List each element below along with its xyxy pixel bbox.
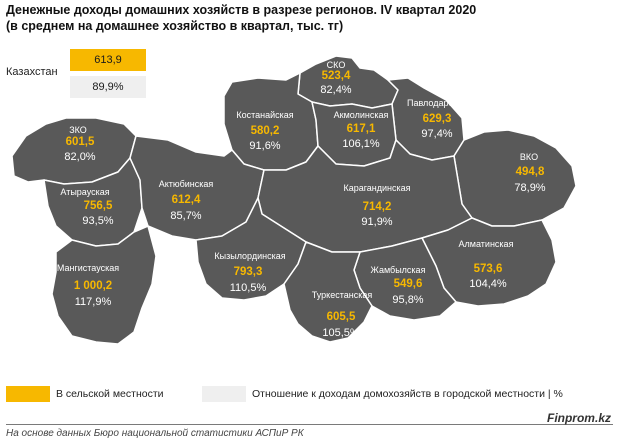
region-kostanay-name: Костанайская (236, 110, 294, 120)
region-sko-ratio: 82,4% (320, 84, 352, 96)
region-karaganda-value: 714,2 (362, 201, 392, 213)
region-almaty-value: 573,6 (473, 263, 503, 275)
source-note: На основе данных Бюро национальной стати… (6, 428, 304, 439)
legend-rural-swatch (6, 386, 50, 402)
region-kyzylorda-name: Кызылординская (214, 251, 286, 261)
region-turkestan-name: Туркестанская (311, 290, 373, 300)
region-aktobe-value: 612,4 (171, 194, 201, 206)
legend-ratio-swatch (202, 386, 246, 402)
region-pavlodar-name: Павлодарская (407, 98, 467, 108)
region-sko (297, 55, 399, 109)
region-atyrau-ratio: 93,5% (82, 215, 114, 227)
region-vko-name: ВКО (519, 152, 539, 162)
region-pavlodar-ratio: 97,4% (421, 128, 453, 140)
page-subtitle: (в среднем на домашнее хозяйство в кварт… (6, 19, 344, 33)
region-zhambyl-value: 549,6 (393, 278, 423, 290)
region-atyrau-value: 756,5 (83, 200, 113, 212)
region-akmola-value: 617,1 (346, 123, 376, 135)
region-karaganda-ratio: 91,9% (361, 216, 393, 228)
region-aktobe-ratio: 85,7% (170, 210, 202, 222)
legend-ratio-label: Отношение к доходам домохозяйств в город… (252, 388, 563, 400)
region-zko-ratio: 82,0% (64, 151, 96, 163)
region-turkestan (283, 241, 373, 343)
kazakhstan-value: 613,9 (70, 49, 146, 71)
region-pavlodar-value: 629,3 (422, 113, 452, 125)
region-almaty-name: Алматинская (458, 239, 514, 249)
region-zhambyl-name: Жамбылская (370, 265, 426, 275)
region-kyzylorda-ratio: 110,5% (229, 282, 267, 294)
region-kostanay-value: 580,2 (250, 125, 280, 137)
brand-logo-text: Finprom.kz (546, 411, 611, 425)
region-mangistau-name: Мангистауская (56, 263, 120, 273)
footer-divider (6, 424, 613, 425)
region-karaganda-name: Карагандинская (343, 183, 411, 193)
kazakhstan-ratio: 89,9% (70, 76, 146, 98)
region-atyrau-name: Атырауская (60, 187, 110, 197)
region-akmola-name: Акмолинская (333, 110, 389, 120)
kazakhstan-label: Казахстан (6, 66, 58, 78)
region-sko-value: 523,4 (321, 70, 351, 82)
region-almaty-ratio: 104,4% (469, 278, 507, 290)
region-kostanay-ratio: 91,6% (249, 140, 281, 152)
region-kyzylorda-value: 793,3 (233, 266, 263, 278)
region-zko-value: 601,5 (65, 136, 95, 148)
region-turkestan-ratio: 105,5% (322, 327, 360, 339)
region-akmola-ratio: 106,1% (342, 138, 380, 150)
region-mangistau (51, 225, 157, 345)
region-turkestan-value: 605,5 (326, 311, 356, 323)
region-zko-name: ЗКО (69, 125, 87, 135)
region-zhambyl-ratio: 95,8% (392, 294, 424, 306)
region-vko-ratio: 78,9% (514, 182, 546, 194)
region-mangistau-value: 1 000,2 (73, 280, 113, 292)
region-aktobe-name: Актюбинская (158, 179, 214, 189)
page-title: Денежные доходы домашних хозяйств в разр… (6, 3, 477, 17)
region-vko-value: 494,8 (515, 166, 545, 178)
region-vko (453, 129, 577, 227)
region-atyrau (43, 157, 143, 247)
region-mangistau-ratio: 117,9% (74, 296, 112, 308)
legend-rural-label: В сельской местности (56, 388, 164, 400)
region-sko-name: СКО (326, 60, 346, 70)
